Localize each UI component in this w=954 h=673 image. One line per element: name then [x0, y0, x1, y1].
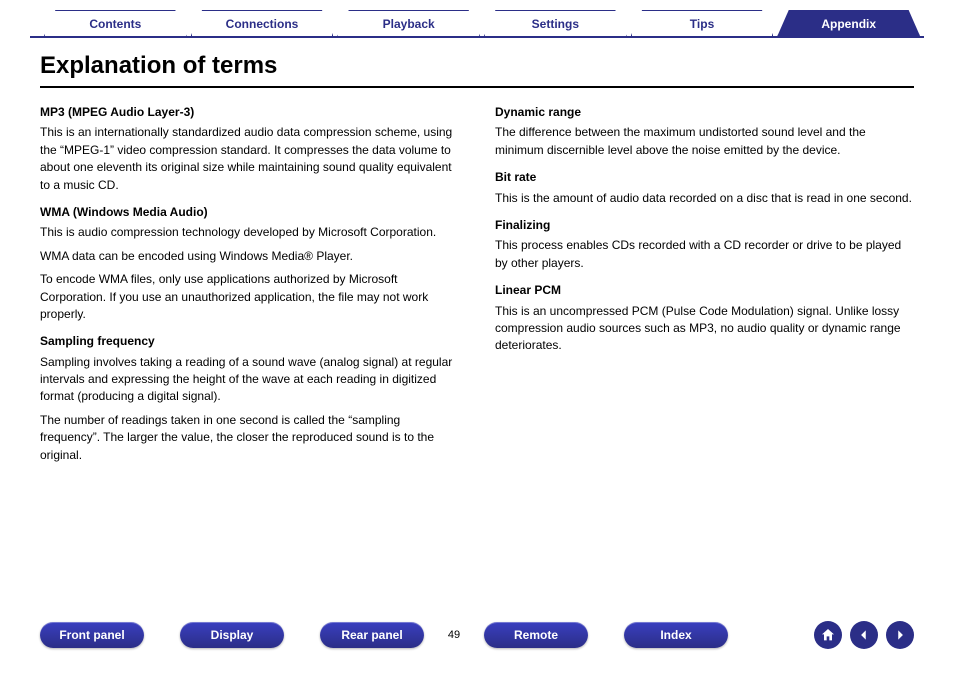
nav-icons [814, 621, 914, 649]
left-column: MP3 (MPEG Audio Layer-3) This is an inte… [40, 104, 459, 470]
term-body: This is the amount of audio data recorde… [495, 190, 914, 207]
term-heading: Dynamic range [495, 104, 914, 121]
right-column: Dynamic range The difference between the… [495, 104, 914, 470]
page-title: Explanation of terms [40, 52, 914, 80]
term-body: This is an uncompressed PCM (Pulse Code … [495, 303, 914, 355]
term-heading: Linear PCM [495, 282, 914, 299]
content-columns: MP3 (MPEG Audio Layer-3) This is an inte… [30, 104, 924, 470]
bottom-bar: Front panel Display Rear panel 49 Remote… [40, 621, 914, 649]
page-number: 49 [424, 629, 484, 641]
prev-icon[interactable] [850, 621, 878, 649]
term-body: Sampling involves taking a reading of a … [40, 354, 459, 406]
tab-settings[interactable]: Settings [484, 10, 627, 36]
bottom-right-group: Remote Index [484, 622, 728, 648]
term-body: The number of readings taken in one seco… [40, 412, 459, 464]
top-tabs: Contents Connections Playback Settings T… [30, 10, 924, 38]
term-body: This is an internationally standardized … [40, 124, 459, 194]
term-body: WMA data can be encoded using Windows Me… [40, 248, 459, 265]
term-body: This is audio compression technology dev… [40, 224, 459, 241]
term-body: This process enables CDs recorded with a… [495, 237, 914, 272]
tab-playback[interactable]: Playback [337, 10, 480, 36]
tab-appendix[interactable]: Appendix [777, 10, 920, 36]
term-heading: Sampling frequency [40, 333, 459, 350]
remote-button[interactable]: Remote [484, 622, 588, 648]
front-panel-button[interactable]: Front panel [40, 622, 144, 648]
display-button[interactable]: Display [180, 622, 284, 648]
index-button[interactable]: Index [624, 622, 728, 648]
term-heading: Bit rate [495, 169, 914, 186]
tab-tips[interactable]: Tips [631, 10, 774, 36]
tab-contents[interactable]: Contents [44, 10, 187, 36]
tab-connections[interactable]: Connections [191, 10, 334, 36]
term-body: To encode WMA files, only use applicatio… [40, 271, 459, 323]
term-heading: Finalizing [495, 217, 914, 234]
term-body: The difference between the maximum undis… [495, 124, 914, 159]
next-icon[interactable] [886, 621, 914, 649]
term-heading: MP3 (MPEG Audio Layer-3) [40, 104, 459, 121]
term-heading: WMA (Windows Media Audio) [40, 204, 459, 221]
title-rule [40, 86, 914, 88]
home-icon[interactable] [814, 621, 842, 649]
rear-panel-button[interactable]: Rear panel [320, 622, 424, 648]
bottom-left-group: Front panel Display Rear panel [40, 622, 424, 648]
